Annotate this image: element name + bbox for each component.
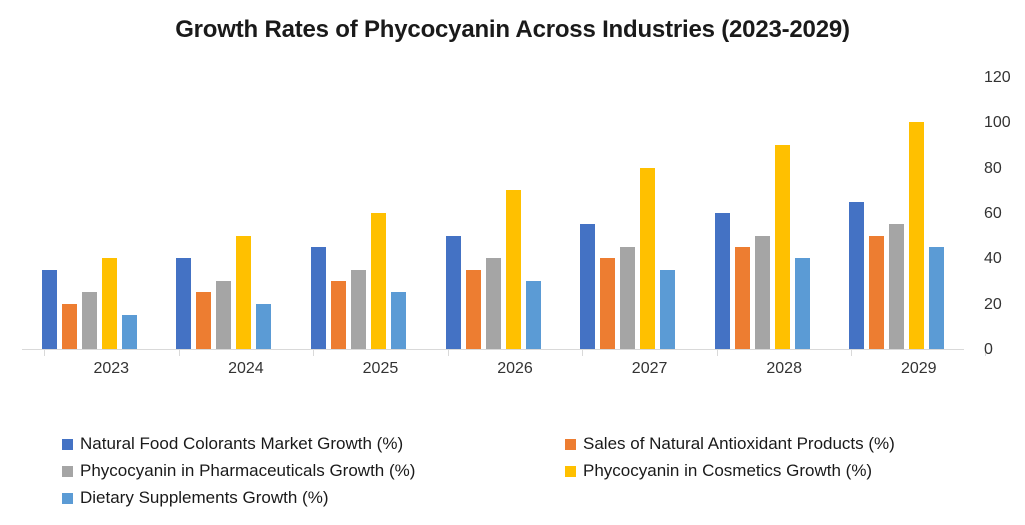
legend-item: Natural Food Colorants Market Growth (%) [62, 434, 565, 454]
bar-group-2028 [695, 78, 830, 349]
x-axis-label: 2026 [447, 350, 583, 384]
bar [121, 315, 137, 349]
x-axis-label: 2027 [582, 350, 717, 384]
plot-wrap: 2023 2024 2025 2026 2027 2028 2029 [22, 78, 986, 384]
bar [196, 292, 212, 349]
chart-plot-row: 2023 2024 2025 2026 2027 2028 2029 120 100 80 60 4… [0, 69, 1025, 384]
bar [310, 247, 326, 349]
y-axis-label: 20 [984, 296, 1002, 313]
x-axis-label: 2025 [313, 350, 448, 384]
y-axis-label: 80 [984, 160, 1002, 177]
legend-swatch-icon [565, 465, 576, 477]
legend-swatch-icon [62, 492, 73, 504]
bar [640, 168, 656, 349]
y-axis-label: 0 [984, 341, 993, 358]
y-axis-label: 60 [984, 205, 1002, 222]
bar-group-2027 [560, 78, 695, 349]
bar [350, 270, 366, 349]
bar [774, 145, 790, 349]
legend-label: Natural Food Colorants Market Growth (%) [80, 434, 404, 453]
bar [794, 258, 810, 349]
bar [216, 281, 232, 349]
legend-item: Phycocyanin in Pharmaceuticals Growth (%… [62, 461, 565, 481]
bar [714, 213, 730, 349]
bar [370, 213, 386, 349]
legend-swatch-icon [62, 438, 73, 450]
legend-label: Phycocyanin in Pharmaceuticals Growth (%… [80, 461, 416, 480]
bar [236, 236, 252, 349]
bar [620, 247, 636, 349]
legend-swatch-icon [565, 438, 576, 450]
bar [849, 202, 865, 349]
bar-group-2029 [829, 78, 964, 349]
bar-group-2026 [426, 78, 561, 349]
bar [889, 224, 905, 349]
bar [81, 292, 97, 349]
bar [754, 236, 770, 349]
bar-group-2024 [157, 78, 292, 349]
x-axis-label: 2028 [716, 350, 852, 384]
bar [660, 270, 676, 349]
chart-title: Growth Rates of Phycocyanin Across Indus… [175, 16, 850, 43]
x-axis-label: 2024 [178, 350, 314, 384]
bar [580, 224, 596, 349]
bar [525, 281, 541, 349]
bar [256, 304, 272, 349]
bar [485, 258, 501, 349]
bar [330, 281, 346, 349]
bar [61, 304, 77, 349]
x-axis-label: 2023 [44, 350, 179, 384]
legend-swatch-icon [62, 465, 73, 477]
bar [176, 258, 192, 349]
bar [390, 292, 406, 349]
legend: Natural Food Colorants Market Growth (%)… [62, 434, 982, 508]
x-axis-label: 2029 [851, 350, 986, 384]
bar-group-2023 [22, 78, 157, 349]
bar [909, 122, 925, 349]
bar [101, 258, 117, 349]
legend-item: Dietary Supplements Growth (%) [62, 488, 565, 508]
legend-label: Phycocyanin in Cosmetics Growth (%) [583, 461, 873, 480]
y-axis: 120 100 80 60 40 20 0 [964, 69, 1025, 358]
x-axis: 2023 2024 2025 2026 2027 2028 2029 [44, 350, 986, 384]
y-axis-label: 40 [984, 250, 1002, 267]
legend-item: Sales of Natural Antioxidant Products (%… [565, 434, 982, 454]
bar [734, 247, 750, 349]
bar [505, 190, 521, 349]
bar [41, 270, 57, 349]
plot-area [22, 78, 964, 350]
bar-group-2025 [291, 78, 426, 349]
bar [465, 270, 481, 349]
bar [600, 258, 616, 349]
legend-label: Dietary Supplements Growth (%) [80, 488, 329, 507]
bar [445, 236, 461, 349]
bar [929, 247, 945, 349]
legend-label: Sales of Natural Antioxidant Products (%… [583, 434, 895, 453]
legend-item: Phycocyanin in Cosmetics Growth (%) [565, 461, 982, 481]
y-axis-label: 120 [984, 69, 1011, 86]
y-axis-label: 100 [984, 114, 1011, 131]
bar [869, 236, 885, 349]
